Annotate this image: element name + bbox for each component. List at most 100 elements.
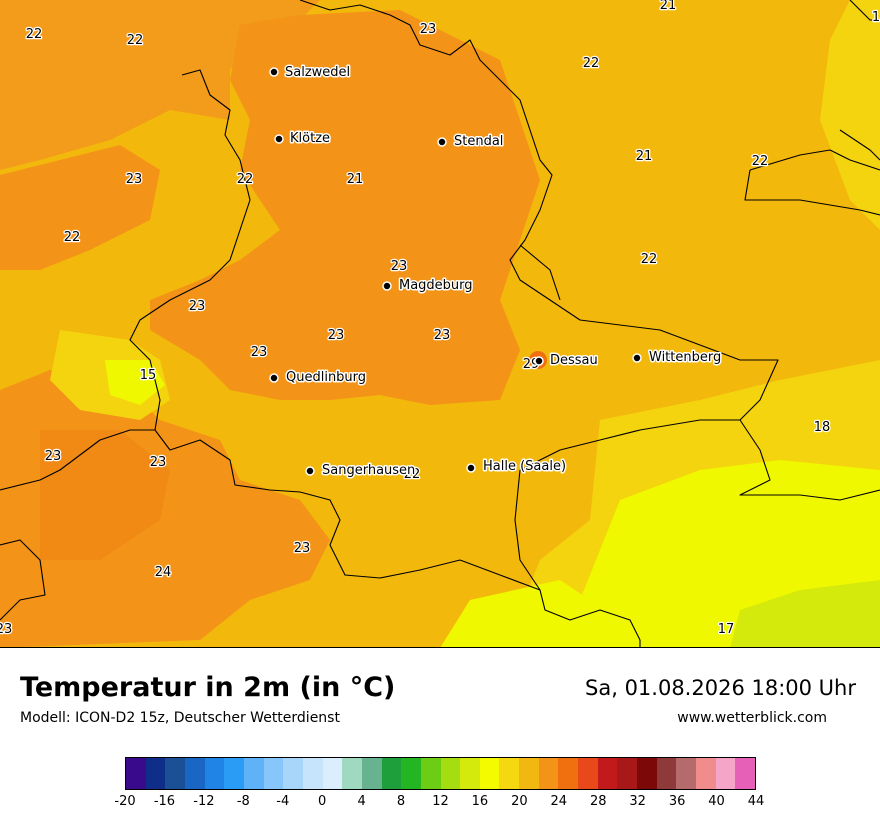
temp-label: 23: [189, 299, 206, 314]
temp-label: 21: [660, 0, 677, 13]
city-label: Dessau: [550, 353, 598, 368]
legend-color-cell: [283, 758, 303, 789]
forecast-datetime: Sa, 01.08.2026 18:00 Uhr: [585, 676, 856, 700]
city-label: Quedlinburg: [286, 370, 366, 385]
legend-tick-label: 36: [668, 794, 686, 809]
city-halle-saale: Halle (Saale): [466, 458, 568, 476]
legend-color-cell: [224, 758, 244, 789]
temp-label: 24: [155, 565, 172, 580]
map-title: Temperatur in 2m (in °C): [20, 672, 396, 703]
city-dot: [269, 373, 279, 383]
legend-color-cell: [735, 758, 755, 789]
legend-color-cell: [381, 758, 402, 789]
map-zone-24-southwest: [40, 430, 170, 560]
temp-label: 22: [64, 230, 81, 245]
legend-color-cell: [322, 758, 343, 789]
legend-tick-label: 4: [357, 794, 366, 809]
legend-color-cell: [184, 758, 205, 789]
legend-color-cell: [440, 758, 461, 789]
temp-label: 21: [347, 172, 364, 187]
legend-color-cell: [519, 758, 539, 789]
map-zone-17-south: [440, 580, 620, 647]
legend-color-cell: [126, 758, 146, 789]
temp-label: 22: [641, 252, 658, 267]
legend-tick-label: 16: [471, 794, 489, 809]
city-dot: [466, 463, 476, 473]
legend-tick-label: 44: [747, 794, 765, 809]
color-scale-ticks: -20 -16 -12 -8 -4 0 4 8 12 16 20 24 28 32 36 40 44: [114, 794, 764, 814]
legend-tick-label: -12: [193, 794, 215, 809]
legend-tick-label: 28: [589, 794, 607, 809]
legend-color-cell: [578, 758, 598, 789]
legend-color-cell: [656, 758, 677, 789]
legend-color-cell: [302, 758, 323, 789]
city-wittenberg: Wittenberg: [632, 349, 723, 367]
legend-color-cell: [558, 758, 579, 789]
legend-color-cell: [420, 758, 441, 789]
temperature-map: 22 22 23 21 1 22 21 22 23 22 21 22 22 23…: [0, 0, 880, 648]
city-stendal: Stendal: [437, 133, 505, 151]
city-markers: Salzwedel Klötze Stendal Magdeburg Dessa…: [269, 64, 723, 480]
city-sangerhausen: Sangerhausen: [305, 462, 417, 480]
city-salzwedel: Salzwedel: [269, 64, 352, 82]
temp-label: 23: [45, 449, 62, 464]
map-zone-15-west: [105, 360, 165, 405]
temp-label: 23: [328, 328, 345, 343]
legend-tick-label: -8: [236, 794, 250, 809]
temp-label: 23: [0, 622, 12, 637]
state-borders: [0, 0, 880, 647]
legend-tick-label: 0: [318, 794, 327, 809]
city-kloetze: Klötze: [274, 130, 332, 148]
temp-label: 22: [583, 56, 600, 71]
city-dot: [382, 281, 392, 291]
legend-color-cell: [479, 758, 500, 789]
city-magdeburg: Magdeburg: [382, 277, 474, 295]
legend-color-cell: [460, 758, 480, 789]
legend-color-cell: [676, 758, 697, 789]
city-label: Klötze: [290, 131, 330, 146]
legend-tick-label: -20: [114, 794, 136, 809]
temp-label: 23: [251, 345, 268, 360]
temp-label: 1: [872, 10, 880, 25]
temp-label: 22: [752, 154, 769, 169]
city-dot: [437, 137, 447, 147]
legend-color-cell: [617, 758, 638, 789]
map-zone-23-central: [150, 10, 540, 405]
legend-tick-label: 8: [396, 794, 406, 809]
temp-label: 23: [126, 172, 143, 187]
legend-color-cell: [145, 758, 166, 789]
legend-tick-label: 20: [511, 794, 528, 809]
city-label: Stendal: [454, 134, 503, 149]
city-label: Magdeburg: [399, 278, 473, 293]
temperature-labels: 22 22 23 21 1 22 21 22 23 22 21 22 22 23…: [0, 0, 880, 638]
legend-color-cell: [401, 758, 421, 789]
city-dot: [269, 67, 279, 77]
temp-label: 23: [294, 541, 311, 556]
temp-label: 23: [150, 455, 167, 470]
model-source: Modell: ICON-D2 15z, Deutscher Wetterdie…: [20, 710, 340, 726]
city-quedlinburg: Quedlinburg: [269, 369, 368, 387]
legend-color-cell: [597, 758, 618, 789]
city-label: Sangerhausen: [322, 463, 415, 478]
legend-color-cell: [637, 758, 657, 789]
map-zone-16-southeast: [730, 580, 880, 647]
legend-tick-label: 40: [708, 794, 725, 809]
legend-tick-label: -16: [153, 794, 176, 809]
legend-tick-label: 32: [629, 794, 646, 809]
map-zone-23-west: [0, 145, 160, 270]
city-dot: [305, 466, 315, 476]
legend-color-cell: [204, 758, 225, 789]
legend-color-cell: [715, 758, 736, 789]
legend-tick-label: 24: [550, 794, 568, 809]
temp-label: 22: [26, 27, 43, 42]
legend-color-cell: [342, 758, 362, 789]
temp-label: 22: [404, 467, 421, 482]
temp-label: 17: [718, 622, 735, 637]
temp-label: 23: [420, 22, 437, 37]
legend-color-cell: [361, 758, 382, 789]
city-dot: [274, 134, 284, 144]
temp-label: 21: [636, 149, 653, 164]
color-scale-legend: [125, 757, 756, 790]
website-link[interactable]: www.wetterblick.com: [677, 710, 827, 726]
temp-label: 23: [391, 259, 408, 274]
